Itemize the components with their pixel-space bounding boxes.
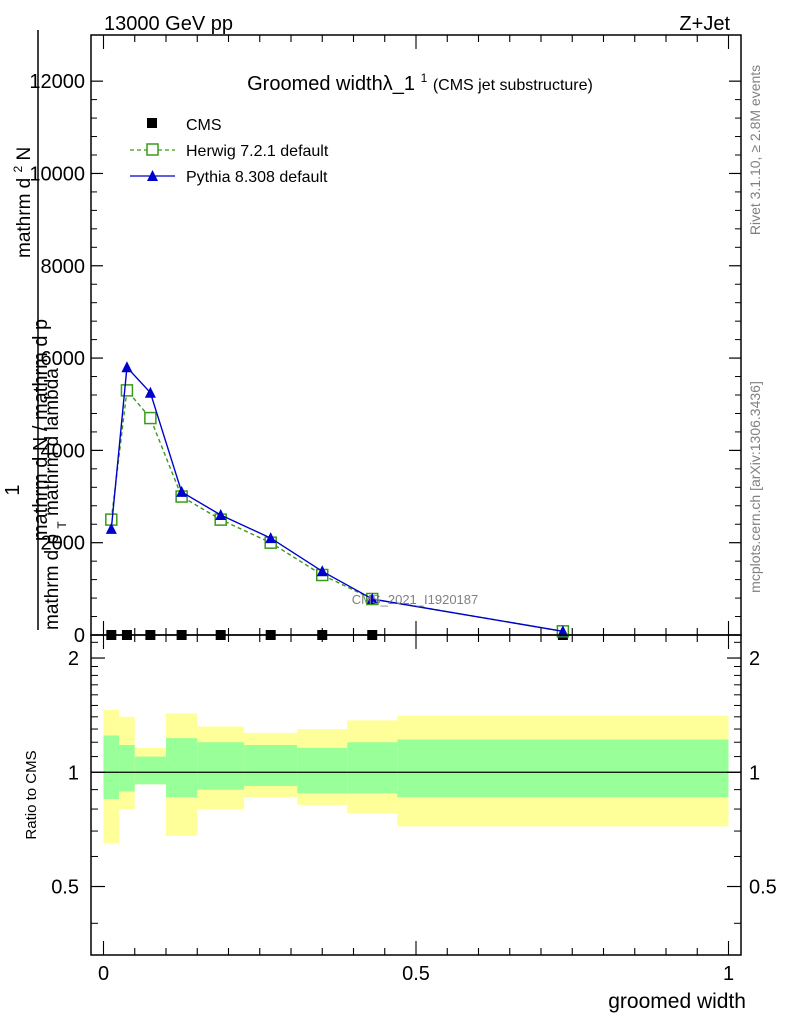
chart-title-sup: 1	[421, 71, 428, 85]
ratio-ytick-label-right: 2	[749, 648, 760, 670]
pythia-point	[557, 625, 569, 637]
main-ytick-label: 0	[74, 625, 85, 647]
ratio-green-band	[134, 756, 166, 785]
main-ytick-label: 6000	[41, 348, 86, 370]
main-ytick-label: 2000	[41, 533, 86, 555]
ratio-green-band	[119, 744, 135, 792]
ratio-green-band	[347, 742, 398, 794]
ylabel-main-den: mathrm d N / mathrm d p	[30, 319, 52, 541]
main-ytick-label: 12000	[29, 71, 85, 93]
ylabel-right-block: mathrm d 2 N	[6, 147, 35, 258]
ratio-green-band	[166, 738, 198, 798]
legend-marker-cms	[147, 118, 157, 128]
ratio-xtick-label: 0	[98, 963, 109, 985]
legend-marker-pythia	[147, 170, 158, 181]
pythia-point	[316, 565, 328, 577]
pythia-point	[121, 361, 133, 373]
rivet-note: Rivet 3.1.10, ≥ 2.8M events	[747, 65, 763, 235]
ratio-green-band	[297, 747, 348, 794]
ratio-ytick-label-right: 1	[749, 762, 760, 784]
legend: CMS Herwig 7.2.1 default Pythia 8.308 de…	[130, 117, 329, 186]
main-ytick-label: 10000	[29, 163, 85, 185]
ratio-ytick-label: 2	[68, 648, 79, 670]
ratio-ytick-label-right: 0.5	[749, 877, 777, 899]
ratio-ylabel: Ratio to CMS	[23, 750, 40, 839]
header-left: 13000 GeV pp	[104, 13, 233, 35]
pythia-point	[105, 522, 117, 534]
series-layer	[105, 361, 570, 640]
legend-label-herwig: Herwig 7.2.1 default	[186, 143, 329, 160]
ylabel-main-num: 1	[2, 484, 24, 495]
ylabel-right-den-block: mathrm d p T mathrm d lambda	[42, 368, 71, 630]
ylabel-right-sub: T	[55, 521, 69, 529]
ratio-ytick-label: 0.5	[51, 877, 79, 899]
ylabel-right-super: 2	[11, 165, 25, 172]
pythia-point	[265, 532, 277, 544]
ratio-green-band	[397, 739, 729, 798]
ratio-y-axis: 0.5 0.5 1 1 2 2	[51, 641, 777, 924]
ylabel-right-n: N	[14, 147, 35, 161]
pythia-point	[366, 593, 378, 604]
ratio-bands	[103, 709, 729, 844]
herwig-point	[144, 411, 157, 425]
ratio-xtick-label: 0.5	[402, 963, 430, 985]
series-line-1	[110, 388, 563, 632]
main-ytick-label: 4000	[41, 440, 86, 462]
ratio-green-band	[103, 735, 120, 800]
herwig-point	[120, 384, 134, 397]
pythia-point	[215, 509, 227, 520]
ylabel-right-tail: mathrm d lambda	[42, 368, 63, 516]
x-axis-label: groomed width	[608, 990, 746, 1013]
chart-subtitle: (CMS jet substructure)	[433, 77, 593, 94]
pythia-point	[176, 485, 188, 497]
header-right: Z+Jet	[679, 13, 730, 35]
analysis-watermark: CMS_2021_I1920187	[352, 592, 479, 607]
chart-title: Groomed widthλ_1	[247, 73, 415, 95]
legend-label-cms: CMS	[186, 117, 222, 134]
pythia-point	[144, 386, 156, 398]
ratio-xtick-label: 1	[723, 963, 734, 985]
legend-label-pythia: Pythia 8.308 default	[186, 169, 328, 186]
site-note: mcplots.cern.ch [arXiv:1306.3436]	[747, 381, 763, 593]
main-ytick-label: 8000	[41, 256, 86, 278]
ylabel-right-den: mathrm d p	[42, 534, 63, 630]
ratio-green-band	[244, 744, 298, 787]
chart-title-block: Groomed widthλ_1 1 (CMS jet substructure…	[247, 65, 593, 95]
ratio-green-band	[197, 742, 245, 790]
ylabel-right-num: mathrm d	[14, 178, 35, 258]
legend-marker-herwig	[146, 143, 159, 156]
main-y-axis: 0 2000 4000 6000 8000 10000 12000	[29, 71, 741, 647]
ratio-ytick-label: 1	[68, 762, 79, 784]
ratio-x-axis: 0 0.5 1	[98, 635, 734, 985]
